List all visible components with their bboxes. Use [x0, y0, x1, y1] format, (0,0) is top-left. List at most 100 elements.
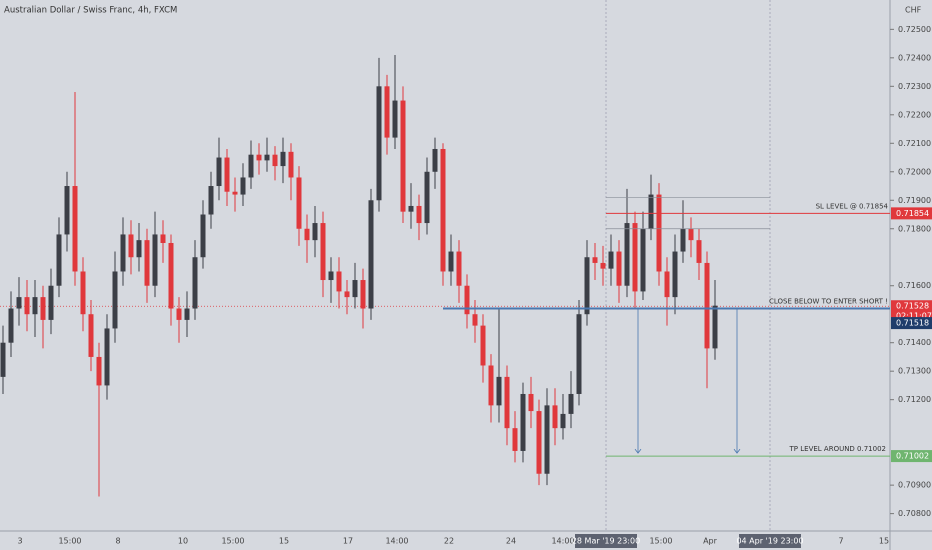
candle-body: [456, 251, 462, 286]
x-tick-label: 15:00: [58, 537, 81, 546]
currency: CHF: [905, 6, 922, 15]
x-tick-label: 04 Apr '19 23:00: [736, 537, 803, 546]
candle-body: [400, 100, 406, 212]
candle-body: [8, 308, 14, 343]
x-tick-label: 8: [115, 537, 120, 546]
candle-body: [232, 191, 238, 195]
x-tick-label: 24: [506, 537, 516, 546]
candle-body: [552, 405, 558, 429]
y-tick-label: 0.71300: [898, 367, 931, 376]
bid-price-box: [891, 317, 932, 330]
candle-body: [360, 280, 366, 309]
candle-body: [200, 214, 206, 258]
candle-body: [64, 186, 70, 235]
x-tick-label: 14:00: [551, 537, 574, 546]
chart-title: Australian Dollar / Swiss Franc, 4h, FXC…: [4, 6, 177, 16]
candle-body: [600, 262, 606, 269]
candle-body: [296, 177, 302, 229]
countdown: 02:11:07: [896, 312, 932, 321]
candle-body: [592, 257, 598, 263]
candle-body: [640, 228, 646, 292]
candle-body: [208, 186, 214, 215]
y-tick-label: 0.70800: [898, 509, 931, 518]
x-tick-label: 15: [279, 537, 289, 546]
x-tick-label: 7: [838, 537, 843, 546]
candle-body: [24, 297, 30, 315]
bid-price-label: 0.71518: [896, 319, 929, 328]
candle-body: [632, 223, 638, 292]
candle-body: [264, 154, 270, 161]
candle-body: [352, 280, 358, 298]
candle-body: [280, 151, 286, 167]
candle-body: [0, 342, 6, 377]
candle-body: [96, 356, 102, 386]
candle-body: [568, 393, 574, 414]
candle-body: [344, 291, 350, 298]
candle-body: [576, 314, 582, 394]
y-tick-label: 0.72300: [898, 82, 931, 91]
candle-body: [648, 194, 654, 229]
candle-body: [312, 223, 318, 241]
y-tick-label: 0.70900: [898, 481, 931, 490]
candle-body: [504, 376, 510, 429]
y-tick-label: 0.72000: [898, 167, 931, 176]
candle-body: [304, 228, 310, 241]
candle-body: [216, 157, 222, 187]
candle-body: [688, 228, 694, 241]
x-tick-label: 15:00: [649, 537, 672, 546]
y-tick-label: 0.71200: [898, 395, 931, 404]
x-label-box: [575, 534, 637, 548]
candle-body: [56, 234, 62, 286]
x-tick-label: 28 Mar '19 23:00: [572, 537, 640, 546]
candle-body: [104, 328, 110, 386]
candle-body: [120, 234, 126, 272]
candle-body: [336, 271, 342, 292]
candle-body: [136, 240, 142, 258]
candle-body: [256, 154, 262, 161]
sl-price-box: [891, 207, 932, 220]
candle-body: [584, 257, 590, 315]
sl-text: SL LEVEL @ 0.71854: [816, 202, 889, 210]
candle-body: [544, 405, 550, 474]
candle-body: [224, 157, 230, 192]
entry-text: CLOSE BELOW TO ENTER SHORT !: [769, 298, 888, 306]
candle-body: [72, 186, 78, 272]
candle-body: [288, 151, 294, 178]
candle-body: [704, 262, 710, 349]
candle-body: [432, 148, 438, 172]
candle-body: [448, 251, 454, 272]
candle-body: [192, 257, 198, 309]
candle-body: [512, 428, 518, 451]
candle-body: [480, 325, 486, 366]
y-tick-label: 0.72500: [898, 25, 931, 34]
candle-body: [440, 148, 446, 272]
candle-body: [80, 271, 86, 315]
candle-body: [416, 205, 422, 224]
candle-body: [496, 376, 502, 406]
candle-body: [128, 234, 134, 258]
candle-body: [656, 194, 662, 272]
candle-body: [520, 393, 526, 451]
x-tick-label: 17: [343, 537, 353, 546]
candle-body: [672, 251, 678, 298]
candle-body: [528, 393, 534, 412]
candle-body: [384, 86, 390, 138]
sl-price-label: 0.71854: [896, 209, 929, 218]
candle-body: [144, 240, 150, 286]
y-tick-label: 0.71400: [898, 338, 931, 347]
x-tick-label: 22: [444, 537, 454, 546]
candle-body: [176, 308, 182, 320]
last-price-label: 0.71528: [896, 302, 929, 311]
candle-body: [616, 251, 622, 286]
arrow-head: [634, 448, 642, 454]
arrow-head: [733, 448, 741, 454]
y-tick-label: 0.71800: [898, 224, 931, 233]
candle-body: [488, 365, 494, 406]
candle-body: [712, 305, 718, 349]
candle-body: [560, 413, 566, 429]
candle-body: [664, 271, 670, 298]
y-tick-label: 0.71600: [898, 281, 931, 290]
candle-body: [320, 223, 326, 281]
